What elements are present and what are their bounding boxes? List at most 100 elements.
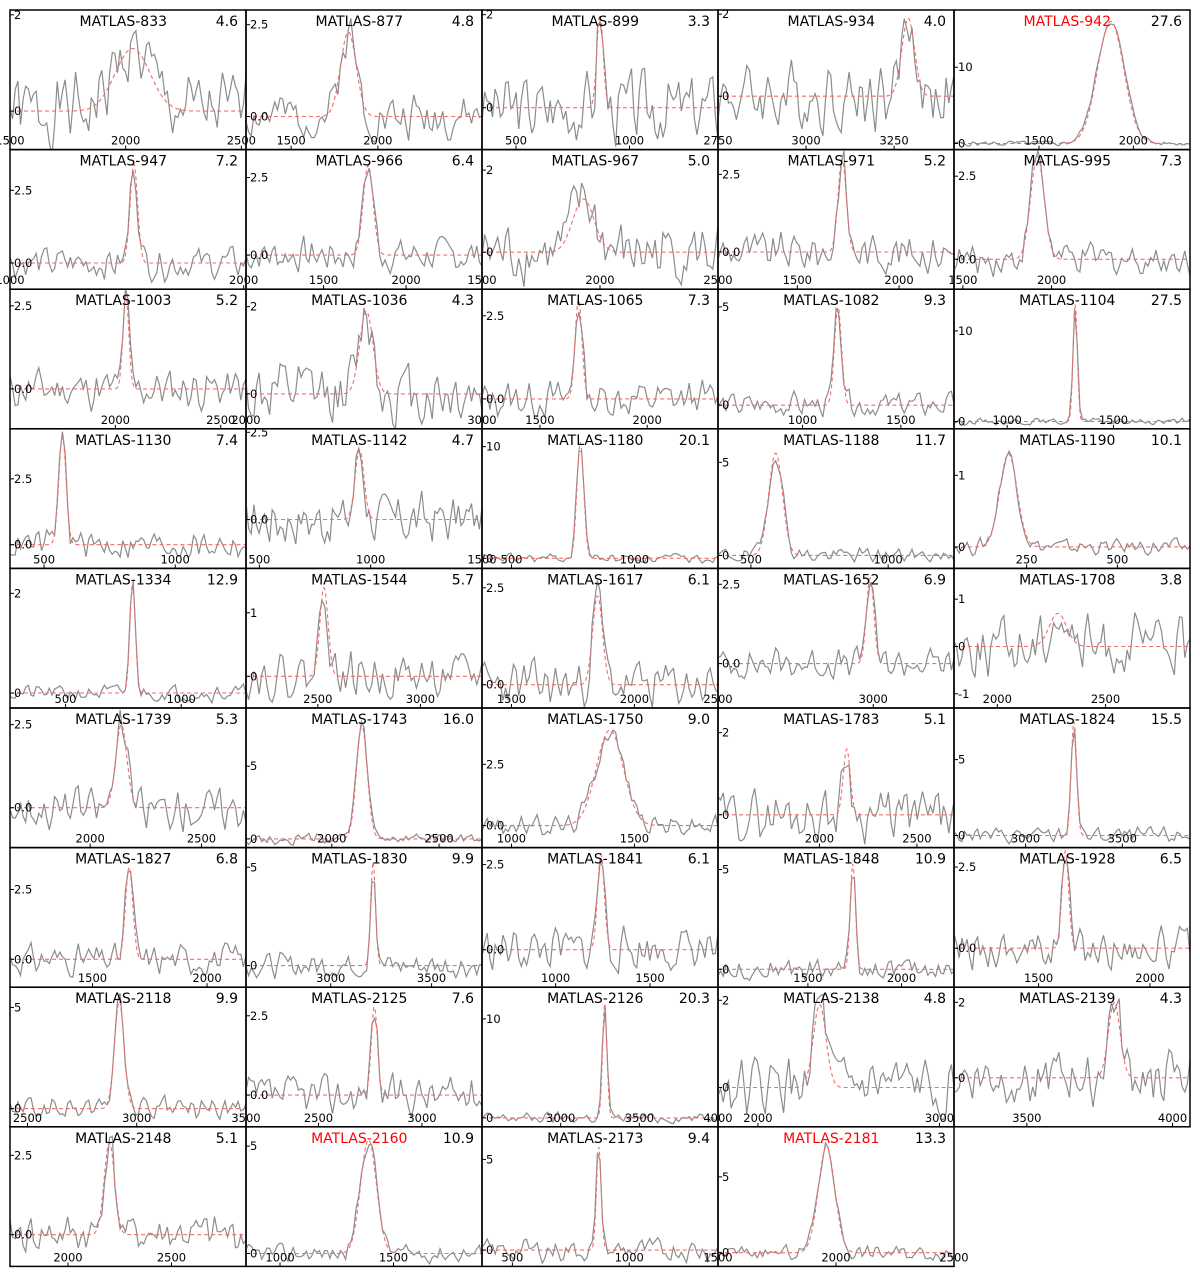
x-tick-label: 3500 xyxy=(1108,832,1137,846)
spectrum-line xyxy=(954,449,1190,557)
spectrum-line xyxy=(954,612,1190,678)
panel-title: MATLAS-1036 xyxy=(311,293,407,309)
x-tick-label: 2500 xyxy=(304,1111,333,1125)
spectrum-panel: 500 1000 0 2 MATLAS-1334 12.9 xyxy=(9,567,247,709)
y-tick-label: 5 xyxy=(958,753,965,767)
spectrum-line xyxy=(246,168,482,276)
x-tick-label: 1000 xyxy=(265,1250,294,1264)
spectrum-line xyxy=(718,763,954,845)
fit-line xyxy=(246,1139,482,1255)
x-tick-label: 2000 xyxy=(887,971,916,985)
panel-title: MATLAS-1739 xyxy=(75,712,171,728)
y-tick-label: 10 xyxy=(958,324,973,338)
x-tick-label: 2500 xyxy=(13,1111,42,1125)
x-tick-label: 1500 xyxy=(635,971,664,985)
panel-frame xyxy=(245,1126,483,1268)
panel-frame xyxy=(9,567,247,709)
x-tick-label: 1000 xyxy=(161,552,190,566)
y-tick-label: 0 xyxy=(250,832,257,846)
spectrum-line xyxy=(10,170,246,284)
panel-frame xyxy=(953,148,1191,290)
spectrum-panel: 1500 2000 0.0 2.5 MATLAS-995 7.3 xyxy=(948,148,1191,290)
snr-value: 13.3 xyxy=(915,1131,946,1147)
panel-frame xyxy=(953,428,1191,570)
y-tick-label: 2.5 xyxy=(486,858,504,872)
spectrum-line xyxy=(10,580,246,705)
y-tick-label: 0.0 xyxy=(486,819,504,833)
fit-line xyxy=(954,304,1190,423)
panel-title: MATLAS-2139 xyxy=(1019,991,1115,1007)
fit-line xyxy=(482,198,718,253)
snr-value: 11.7 xyxy=(915,433,946,449)
fit-line xyxy=(482,297,718,400)
spectrum-panel: 1500 2000 0.0 2.5 MATLAS-1928 6.5 xyxy=(953,846,1191,988)
panel-frame xyxy=(481,1126,719,1268)
y-tick-label: 5 xyxy=(722,863,729,877)
y-tick-label: 2.5 xyxy=(250,171,268,185)
snr-value: 7.3 xyxy=(688,293,710,309)
x-tick-label: 1000 xyxy=(541,971,570,985)
x-tick-label: 500 xyxy=(248,552,270,566)
x-tick-label: 2000 xyxy=(317,832,346,846)
x-tick-label: 1500 xyxy=(886,413,915,427)
fit-line xyxy=(10,1141,246,1236)
y-tick-label: 0.0 xyxy=(722,657,740,671)
spectrum-panel: 1000 1500 0 5 MATLAS-2160 10.9 xyxy=(245,1126,483,1268)
fit-line xyxy=(10,865,246,960)
x-tick-label: 500 xyxy=(505,134,527,148)
snr-value: 9.9 xyxy=(452,852,474,868)
spectrum-line xyxy=(718,877,954,982)
y-tick-label: 0 xyxy=(486,101,493,115)
snr-value: 16.0 xyxy=(443,712,474,728)
fit-line xyxy=(482,854,718,951)
panel-title: MATLAS-966 xyxy=(316,154,404,170)
y-tick-label: -1 xyxy=(958,687,969,701)
spectrum-panel: 500 1000 0 2 MATLAS-899 3.3 xyxy=(481,8,719,151)
y-tick-label: 0 xyxy=(250,669,257,683)
y-tick-label: 0 xyxy=(958,1071,965,1085)
spectrum-panel: 2000 2500 0 2 MATLAS-1783 5.1 xyxy=(717,707,955,849)
y-tick-label: 5 xyxy=(722,455,729,469)
snr-value: 7.6 xyxy=(452,991,474,1007)
y-tick-label: 2.5 xyxy=(722,167,740,181)
spectrum-line xyxy=(482,729,718,836)
panel-frame xyxy=(481,707,719,849)
y-tick-label: 2.5 xyxy=(958,169,976,183)
panel-title: MATLAS-2148 xyxy=(75,1131,171,1147)
snr-value: 10.9 xyxy=(443,1131,474,1147)
y-tick-label: 5 xyxy=(250,860,257,874)
panel-frame xyxy=(245,567,483,709)
x-tick-label: 3000 xyxy=(406,692,435,706)
fit-line xyxy=(718,863,954,970)
y-tick-label: 0 xyxy=(722,1246,729,1260)
x-tick-label: 1000 xyxy=(167,692,196,706)
spectrum-line xyxy=(10,29,246,150)
snr-value: 9.3 xyxy=(924,293,946,309)
fit-line xyxy=(10,47,246,112)
snr-value: 15.5 xyxy=(1151,712,1182,728)
fit-line xyxy=(482,1003,718,1119)
snr-value: 5.7 xyxy=(452,572,474,588)
spectrum-panel: 3000 3500 0 5 MATLAS-1830 9.9 xyxy=(245,846,483,988)
panel-title: MATLAS-947 xyxy=(80,154,167,170)
x-tick-label: 3500 xyxy=(1012,1111,1041,1125)
x-tick-label: 2500 xyxy=(1091,692,1120,706)
panel-frame xyxy=(717,567,955,709)
fit-line xyxy=(954,612,1190,648)
panel-title: MATLAS-1190 xyxy=(1019,433,1115,449)
x-tick-label: 2000 xyxy=(1119,134,1148,148)
panel-title: MATLAS-1065 xyxy=(547,293,643,309)
snr-value: 7.4 xyxy=(216,433,238,449)
fit-line xyxy=(246,449,482,521)
panel-title: MATLAS-1188 xyxy=(783,433,879,449)
x-tick-label: 500 xyxy=(501,1250,523,1264)
y-tick-label: 2.5 xyxy=(14,183,32,197)
x-tick-label: 2000 xyxy=(620,692,649,706)
snr-value: 6.1 xyxy=(688,572,710,588)
spectrum-panel: 2500 3000 0.0 2.5 MATLAS-2125 7.6 xyxy=(245,986,483,1128)
x-tick-label: 1500 xyxy=(309,273,338,287)
x-tick-label: 4000 xyxy=(1158,1111,1187,1125)
x-tick-label: 3000 xyxy=(122,1111,151,1125)
panel-title: MATLAS-1708 xyxy=(1019,572,1115,588)
